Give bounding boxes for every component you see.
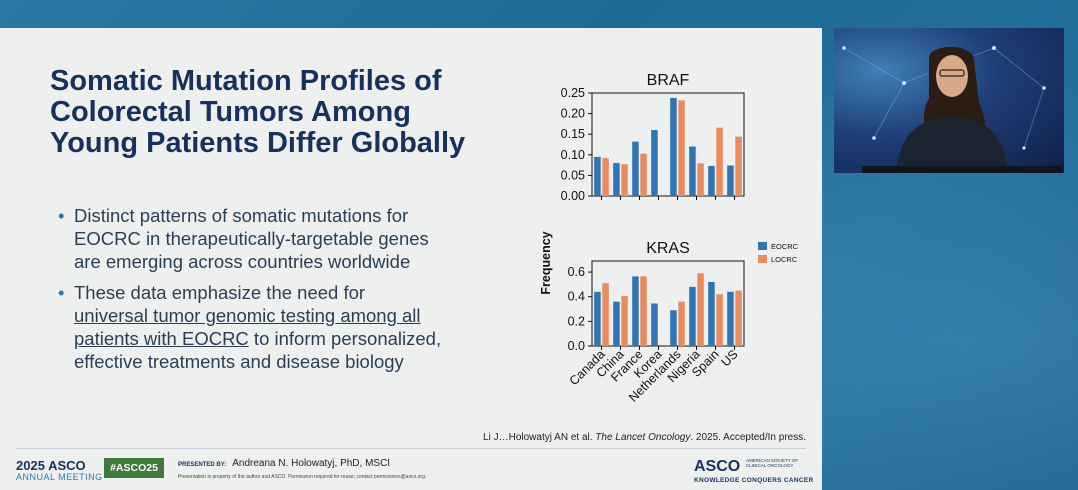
bar-eocrc bbox=[594, 291, 601, 346]
presented-by-label: PRESENTED BY: bbox=[178, 462, 227, 468]
y-tick-label: 0.00 bbox=[561, 189, 585, 203]
y-tick-label: 0.4 bbox=[568, 290, 585, 304]
bullet-item: • These data emphasize the need for univ… bbox=[58, 281, 498, 373]
bar-eocrc bbox=[689, 146, 696, 196]
y-tick-label: 0.15 bbox=[561, 127, 585, 141]
speaker-top bbox=[896, 116, 1008, 173]
bullet-line: These data emphasize the need for bbox=[74, 282, 366, 303]
citation-journal: The Lancet Oncology bbox=[595, 432, 691, 443]
chart-title: KRAS bbox=[646, 240, 690, 257]
speaker-glasses bbox=[939, 69, 965, 77]
bullet-line: patients with EOCRC to inform personaliz… bbox=[74, 327, 498, 350]
bar-locrc bbox=[716, 294, 723, 346]
bar-eocrc bbox=[632, 141, 639, 196]
bullet-line: universal tumor genomic testing among al… bbox=[74, 305, 421, 326]
bar-eocrc bbox=[613, 301, 620, 346]
meeting-logo: 2025 ASCO bbox=[16, 458, 86, 473]
speaker-video bbox=[834, 28, 1064, 173]
y-tick-label: 0.25 bbox=[561, 86, 585, 100]
bullet-line: effective treatments and disease biology bbox=[74, 351, 404, 372]
y-tick-label: 0.10 bbox=[561, 148, 585, 162]
bar-locrc bbox=[697, 163, 704, 196]
bar-eocrc bbox=[689, 286, 696, 346]
legend-swatch-locrc bbox=[758, 255, 767, 263]
citation: Li J…Holowatyj AN et al. The Lancet Onco… bbox=[483, 432, 806, 443]
bullet-item: • Distinct patterns of somatic mutations… bbox=[58, 204, 498, 273]
bullet-line: Distinct patterns of somatic mutations f… bbox=[74, 205, 409, 226]
bar-eocrc bbox=[708, 281, 715, 346]
y-tick-label: 0.6 bbox=[568, 265, 585, 279]
legend-label: LOCRC bbox=[771, 255, 798, 264]
bar-eocrc bbox=[651, 303, 658, 346]
citation-authors: Li J…Holowatyj AN et al. bbox=[483, 432, 596, 443]
bullet-icon: • bbox=[58, 205, 65, 226]
mutation-frequency-chart: BRAF 0.00 0.05 0.10 0.15 0.20 0.25 KRAS 0.0 0.2 0.… bbox=[539, 72, 799, 405]
title-line: Colorectal Tumors Among bbox=[50, 96, 411, 128]
podium bbox=[862, 166, 1062, 173]
bar-locrc bbox=[602, 283, 609, 346]
slide-title: Somatic Mutation Profiles of Colorectal … bbox=[50, 66, 520, 159]
underlined-text: patients with EOCRC bbox=[74, 328, 249, 349]
bullet-line: are emerging across countries worldwide bbox=[74, 251, 411, 272]
speaker-video-frame bbox=[842, 46, 1062, 173]
legend-swatch-eocrc bbox=[758, 242, 767, 250]
bar-locrc bbox=[640, 276, 647, 346]
bar-locrc bbox=[621, 296, 628, 346]
bar-eocrc bbox=[594, 156, 601, 196]
presenter: PRESENTED BY: Andreana N. Holowatyj, PhD,… bbox=[178, 458, 390, 469]
bar-locrc bbox=[735, 136, 742, 196]
citation-status: . 2025. Accepted/In press. bbox=[690, 432, 806, 443]
y-tick-label: 0.2 bbox=[568, 314, 585, 328]
bar-eocrc bbox=[727, 165, 734, 196]
bar-locrc bbox=[678, 100, 685, 196]
presenter-name: Andreana N. Holowatyj, PhD, MSCI bbox=[232, 458, 391, 469]
bar-locrc bbox=[716, 127, 723, 196]
y-tick-label: 0.05 bbox=[561, 168, 585, 182]
meeting-asco: ASCO bbox=[48, 458, 86, 473]
bar-locrc bbox=[602, 158, 609, 196]
bar-locrc bbox=[678, 301, 685, 346]
title-line: Somatic Mutation Profiles of bbox=[50, 65, 442, 97]
footer-divider bbox=[16, 448, 806, 449]
bar-locrc bbox=[735, 290, 742, 346]
disclaimer: Presentation is property of the author a… bbox=[178, 474, 427, 480]
asco-logo-subtitle: AMERICAN SOCIETY OF CLINICAL ONCOLOGY bbox=[746, 458, 799, 468]
legend-label: EOCRC bbox=[771, 242, 799, 251]
bar-locrc bbox=[621, 164, 628, 196]
bullet-list: • Distinct patterns of somatic mutations… bbox=[58, 204, 498, 381]
bar-eocrc bbox=[670, 310, 677, 346]
meeting-name: ANNUAL MEETING bbox=[16, 472, 103, 482]
presentation-slide: Somatic Mutation Profiles of Colorectal … bbox=[0, 28, 822, 490]
hashtag-badge: #ASCO25 bbox=[104, 458, 164, 478]
y-tick-label: 0.20 bbox=[561, 107, 585, 121]
title-line: Young Patients Differ Globally bbox=[50, 127, 466, 159]
bullet-text: to inform personalized, bbox=[248, 328, 442, 349]
x-tick-label: US bbox=[718, 347, 740, 369]
chart-title: BRAF bbox=[647, 72, 690, 89]
y-tick-label: 0.0 bbox=[568, 339, 585, 353]
bar-eocrc bbox=[708, 165, 715, 196]
bullet-line: EOCRC in therapeutically-targetable gene… bbox=[74, 228, 429, 249]
y-axis-label: Frequency bbox=[539, 231, 553, 294]
meeting-year: 2025 bbox=[16, 458, 45, 473]
bar-locrc bbox=[640, 153, 647, 196]
bullet-icon: • bbox=[58, 282, 65, 303]
chart-frame bbox=[591, 92, 745, 197]
bar-locrc bbox=[697, 273, 704, 346]
bar-eocrc bbox=[670, 97, 677, 196]
bar-eocrc bbox=[651, 130, 658, 196]
bar-eocrc bbox=[727, 291, 734, 346]
bar-eocrc bbox=[613, 163, 620, 196]
chart-frame bbox=[591, 260, 745, 347]
asco-tagline: KNOWLEDGE CONQUERS CANCER bbox=[694, 477, 814, 484]
bar-eocrc bbox=[632, 276, 639, 346]
asco-logo: ASCO bbox=[694, 458, 741, 475]
